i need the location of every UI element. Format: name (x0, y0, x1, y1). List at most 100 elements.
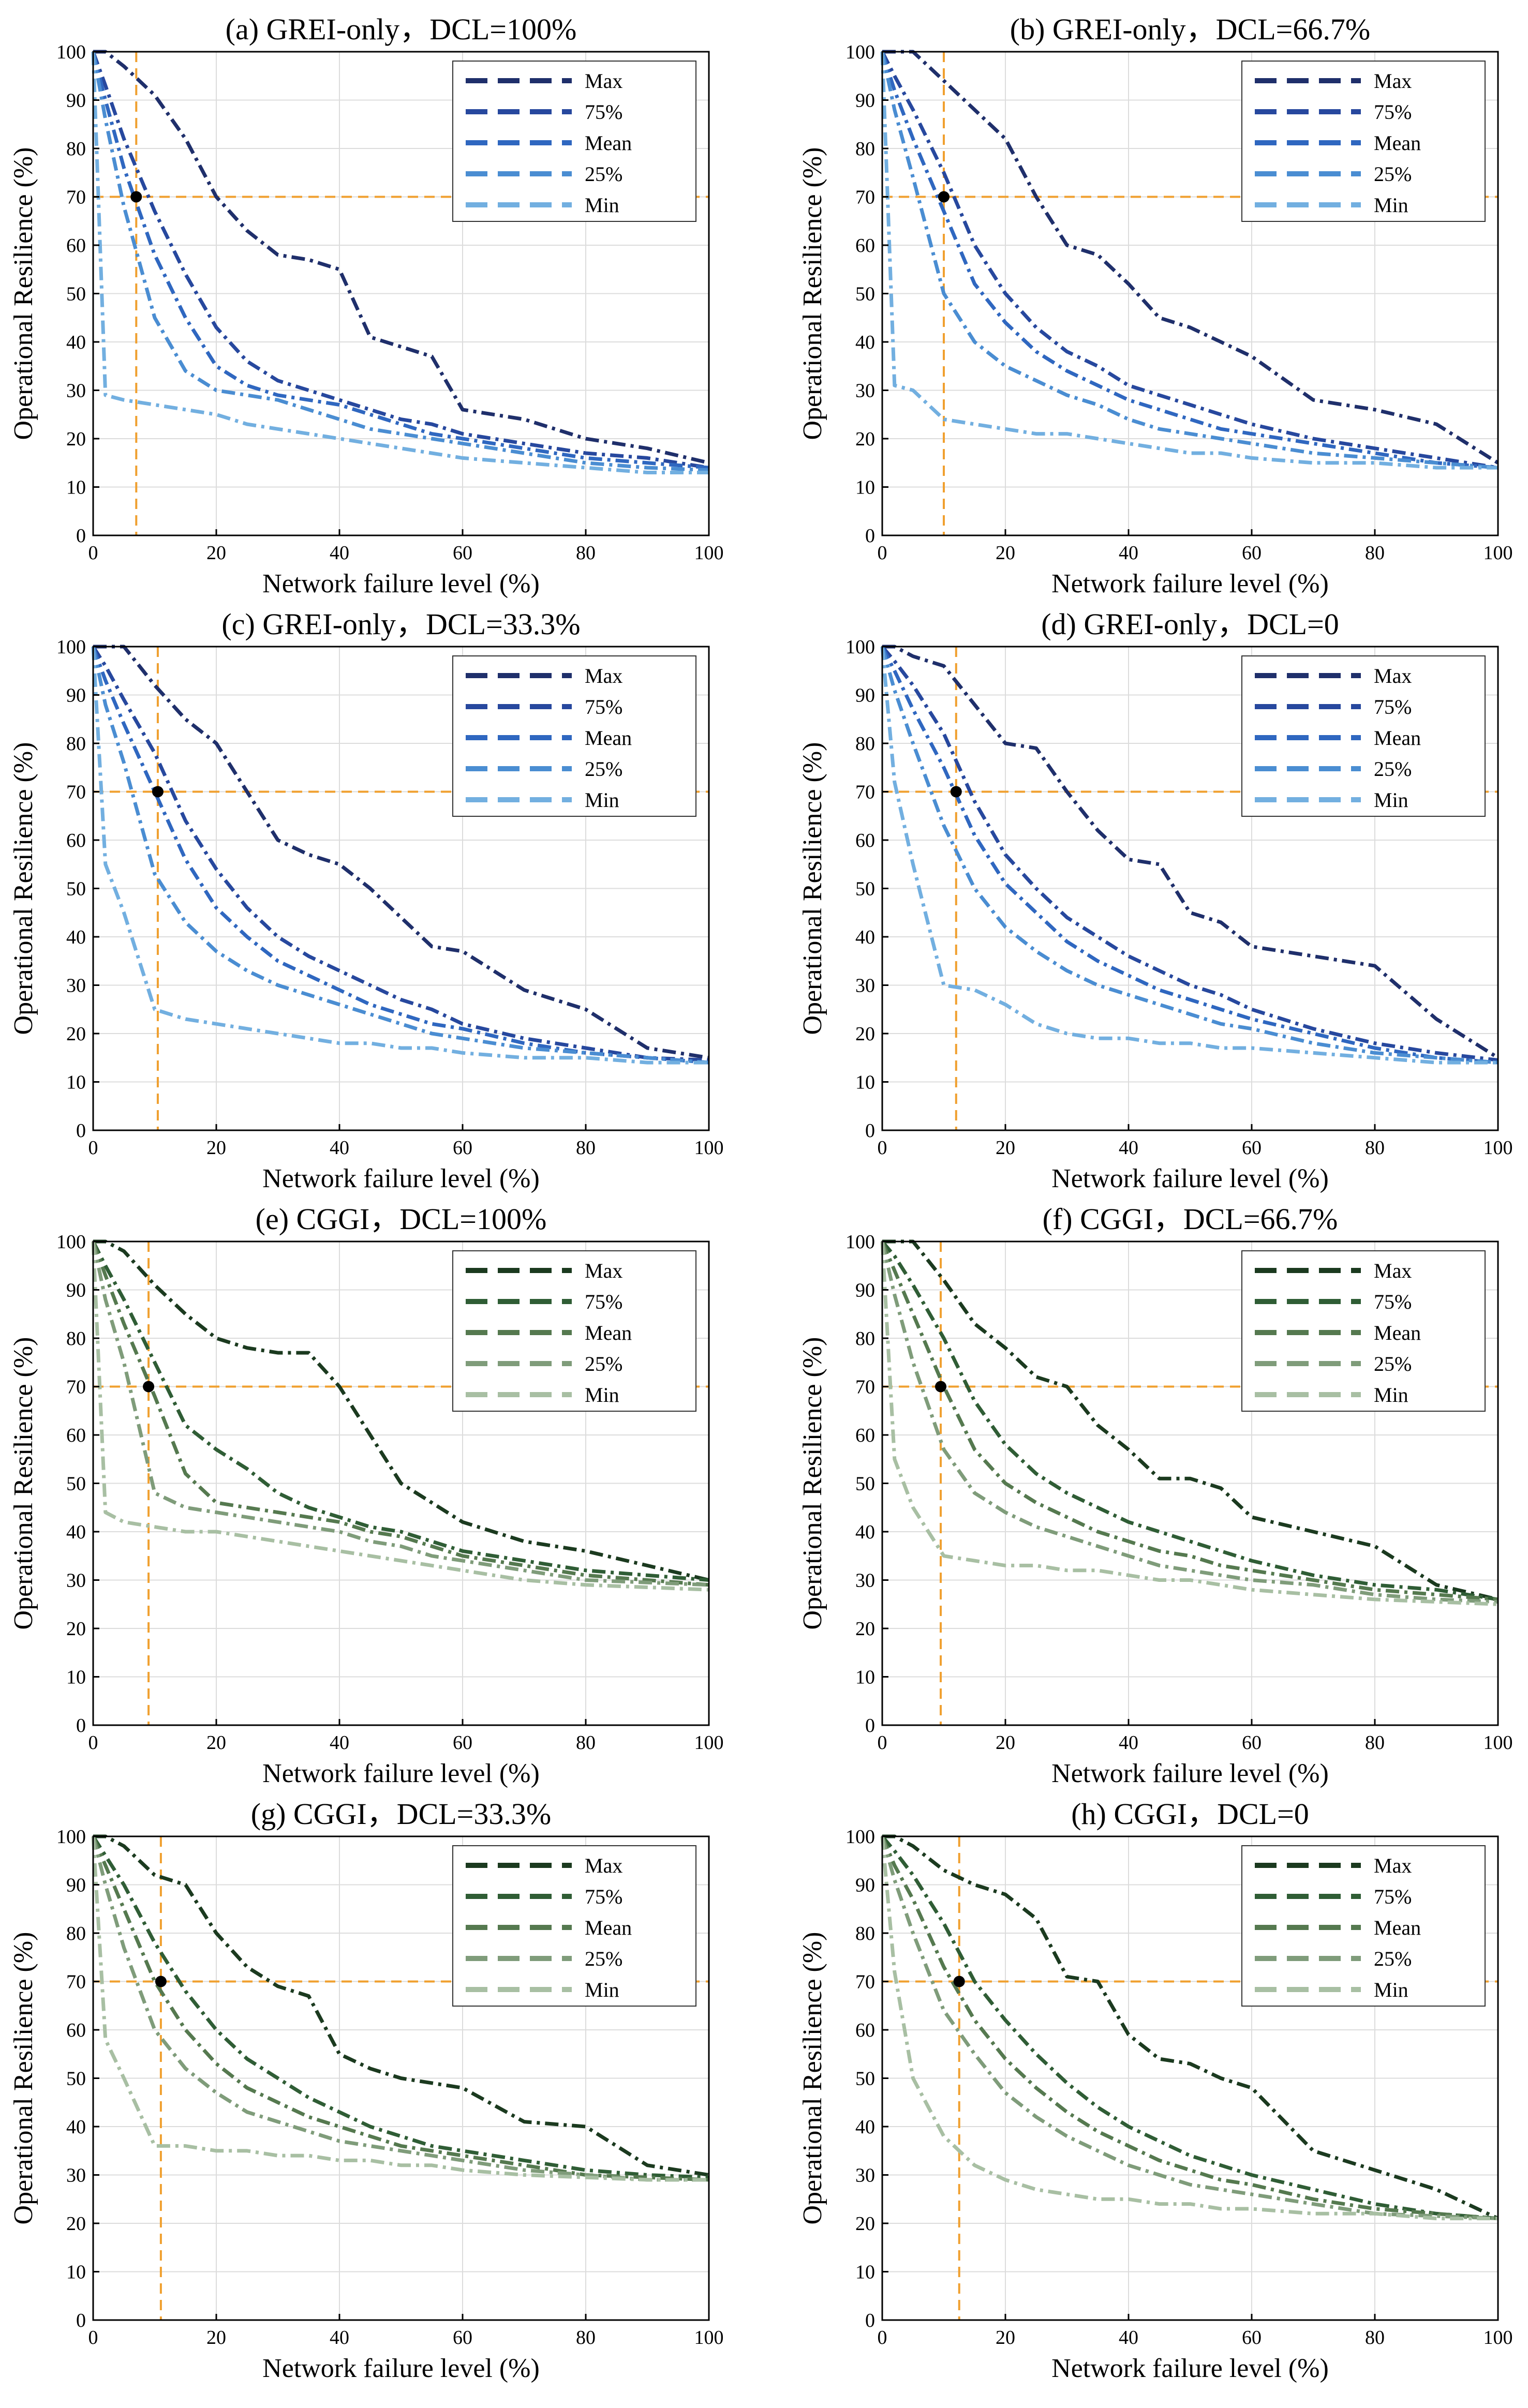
y-tick-label: 100 (845, 636, 875, 658)
y-tick-label: 0 (865, 1715, 875, 1737)
y-tick-label: 70 (855, 187, 875, 208)
x-tick-label: 40 (330, 542, 349, 564)
series-line-25pct (91, 1836, 709, 2182)
x-tick-label: 80 (1365, 542, 1385, 564)
y-tick-label: 100 (845, 1826, 875, 1848)
x-tick-label: 0 (878, 2327, 887, 2349)
y-tick-label: 60 (855, 830, 875, 851)
legend-label: Max (1374, 664, 1412, 687)
legend-label: Max (585, 664, 622, 687)
x-tick-label: 60 (1242, 1732, 1262, 1754)
y-tick-label: 0 (76, 1715, 86, 1737)
y-tick-label: 50 (66, 283, 86, 305)
legend-label: Mean (585, 131, 632, 155)
legend-box (452, 1845, 696, 2007)
legend-label: Min (585, 788, 619, 812)
y-tick-label: 20 (855, 1618, 875, 1640)
y-tick-label: 60 (66, 235, 86, 257)
series-line-max (882, 1239, 1499, 1602)
panel-title: (b) GREI-only，DCL=66.7% (1010, 12, 1370, 46)
y-axis-title: Operational Resilience (%) (798, 742, 827, 1035)
legend-label: 75% (1374, 1290, 1412, 1313)
y-tick-label: 30 (855, 975, 875, 997)
series-line-75pct (880, 51, 1499, 470)
legend-label: 75% (1374, 1885, 1412, 1908)
y-tick-label: 50 (66, 1473, 86, 1495)
panel-title: (f) CGGI，DCL=66.7% (1043, 1202, 1338, 1236)
legend-box (1241, 1845, 1486, 2007)
y-tick-label: 80 (66, 138, 86, 160)
y-tick-label: 70 (66, 1377, 86, 1398)
y-tick-label: 30 (66, 1570, 86, 1592)
y-tick-label: 20 (855, 428, 875, 450)
y-tick-label: 40 (66, 926, 86, 948)
y-tick-label: 40 (855, 2116, 875, 2138)
series-line-mean (880, 1240, 1499, 1602)
series-line-75pct (92, 646, 709, 1062)
legend-label: Mean (1374, 726, 1421, 750)
y-tick-label: 90 (855, 90, 875, 112)
legend-label: Mean (585, 1916, 632, 1939)
x-tick-label: 40 (330, 1137, 349, 1159)
panel-title: (d) GREI-only，DCL=0 (1041, 607, 1339, 641)
x-tick-label: 0 (878, 542, 887, 564)
series-line-75pct (92, 1835, 709, 2179)
y-tick-label: 100 (56, 1826, 86, 1848)
legend-label: Max (585, 1854, 622, 1877)
x-tick-label: 0 (878, 1137, 887, 1159)
threshold-marker (953, 1976, 965, 1987)
threshold-marker (152, 786, 164, 798)
legend-label: 25% (585, 757, 622, 781)
legend-label: Mean (1374, 131, 1421, 155)
x-tick-label: 40 (330, 2327, 349, 2349)
y-tick-label: 0 (865, 525, 875, 547)
x-tick-label: 20 (206, 1137, 226, 1159)
y-tick-label: 10 (66, 1072, 86, 1094)
y-tick-label: 10 (855, 477, 875, 499)
y-tick-label: 90 (66, 1875, 86, 1896)
series-line-75pct (881, 1835, 1499, 2221)
x-tick-label: 80 (1365, 1732, 1385, 1754)
y-tick-label: 70 (855, 1377, 875, 1398)
threshold-marker (130, 191, 142, 203)
series-line-25pct (880, 646, 1499, 1065)
x-tick-label: 60 (453, 1732, 472, 1754)
y-tick-label: 20 (66, 428, 86, 450)
series-line-min (880, 1836, 1498, 2221)
y-tick-label: 90 (66, 1280, 86, 1302)
chart-panel-a: 0 20 40 60 80 100 0 10 20 30 40 50 60 70 80 90 100 (a) GR… (9, 12, 724, 599)
y-tick-label: 40 (855, 926, 875, 948)
x-tick-label: 80 (576, 1732, 596, 1754)
y-axis-title: Operational Resilience (%) (798, 1337, 827, 1630)
y-tick-label: 40 (855, 1521, 875, 1543)
x-tick-label: 60 (453, 542, 472, 564)
y-tick-label: 100 (56, 41, 86, 63)
chart-panel-g: 0 20 40 60 80 100 0 10 20 30 40 50 60 70 80 90 100 (g) CG… (9, 1797, 724, 2383)
x-tick-label: 100 (1484, 2327, 1513, 2349)
x-tick-label: 60 (453, 2327, 472, 2349)
series-line-75pct (91, 1240, 709, 1582)
series-line-mean (880, 51, 1499, 470)
panel-title: (a) GREI-only，DCL=100% (226, 12, 577, 46)
x-tick-label: 40 (1119, 2327, 1138, 2349)
x-tick-label: 100 (694, 2327, 724, 2349)
legend-label: 25% (1374, 757, 1412, 781)
y-tick-label: 50 (855, 1473, 875, 1495)
legend-label: Max (1374, 69, 1412, 93)
y-axis-title: Operational Resilience (%) (9, 742, 38, 1035)
series-line-min (91, 51, 709, 474)
x-tick-label: 100 (1484, 542, 1513, 564)
legend-label: 25% (1374, 162, 1412, 186)
y-tick-label: 60 (855, 235, 875, 257)
series-line-mean (91, 1835, 709, 2182)
y-tick-label: 90 (855, 685, 875, 707)
series-line-max (93, 645, 709, 1060)
x-tick-label: 80 (1365, 2327, 1385, 2349)
legend-label: Min (1374, 1383, 1408, 1407)
legend-label: 75% (585, 100, 622, 124)
y-tick-label: 80 (855, 138, 875, 160)
y-tick-label: 0 (76, 1120, 86, 1142)
y-tick-label: 50 (855, 878, 875, 900)
y-tick-label: 10 (855, 1667, 875, 1688)
